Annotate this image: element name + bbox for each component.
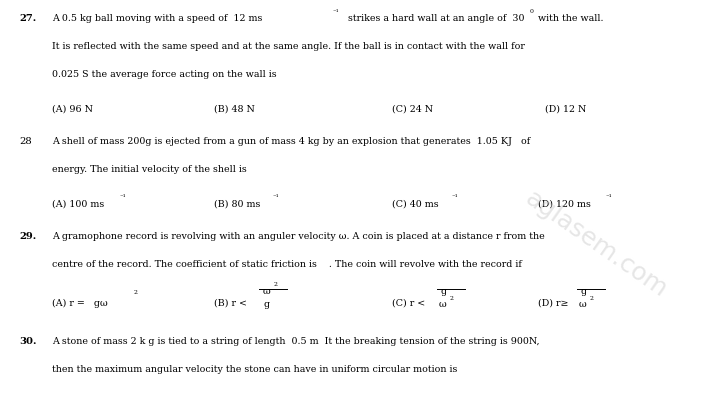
Text: ⁻¹: ⁻¹ (333, 9, 340, 17)
Text: ω: ω (439, 300, 447, 309)
Text: centre of the record. The coefficient of static friction is    . The coin will r: centre of the record. The coefficient of… (52, 260, 522, 269)
Text: 0.025 S the average force acting on the wall is: 0.025 S the average force acting on the … (52, 70, 277, 79)
Text: (A) 100 ms: (A) 100 ms (52, 199, 105, 208)
Text: (B) r <: (B) r < (214, 298, 247, 307)
Text: 2: 2 (134, 290, 138, 295)
Text: (D) r≥: (D) r≥ (538, 298, 569, 307)
Text: aglasem.com: aglasem.com (521, 187, 671, 303)
Text: g: g (441, 287, 446, 296)
Text: (A) 96 N: (A) 96 N (52, 104, 93, 113)
Text: g: g (580, 287, 586, 296)
Text: 27.: 27. (20, 13, 36, 23)
Text: A shell of mass 200g is ejected from a gun of mass 4 kg by an explosion that gen: A shell of mass 200g is ejected from a g… (52, 137, 531, 146)
Text: 30.: 30. (20, 337, 37, 346)
Text: ⁻¹: ⁻¹ (119, 194, 126, 202)
Text: (A) r =   gω: (A) r = gω (52, 298, 108, 308)
Text: 0: 0 (529, 9, 534, 13)
Text: strikes a hard wall at an angle of  30: strikes a hard wall at an angle of 30 (342, 13, 525, 23)
Text: 2: 2 (590, 297, 593, 301)
Text: 29.: 29. (20, 232, 36, 241)
Text: A 0.5 kg ball moving with a speed of  12 ms: A 0.5 kg ball moving with a speed of 12 … (52, 13, 262, 23)
Text: A gramophone record is revolving with an anguler velocity ω. A coin is placed at: A gramophone record is revolving with an… (52, 232, 545, 241)
Text: (D) 12 N: (D) 12 N (545, 104, 587, 113)
Text: ⁻¹: ⁻¹ (452, 194, 459, 202)
Text: ⁻¹: ⁻¹ (606, 194, 612, 202)
Text: 2: 2 (274, 282, 278, 287)
Text: (B) 48 N: (B) 48 N (214, 104, 254, 113)
Text: It is reflected with the same speed and at the same angle. If the ball is in con: It is reflected with the same speed and … (52, 42, 525, 51)
Text: (B) 80 ms: (B) 80 ms (214, 199, 260, 208)
Text: energy. The initial velocity of the shell is: energy. The initial velocity of the shel… (52, 165, 247, 174)
Text: (C) r <: (C) r < (392, 298, 425, 307)
Text: A stone of mass 2 k g is tied to a string of length  0.5 m  It the breaking tens: A stone of mass 2 k g is tied to a strin… (52, 337, 539, 346)
Text: ⁻¹: ⁻¹ (273, 194, 280, 202)
Text: ω: ω (262, 287, 270, 296)
Text: ω: ω (579, 300, 587, 309)
Text: g: g (264, 300, 270, 309)
Text: 28: 28 (20, 137, 32, 146)
Text: (C) 24 N: (C) 24 N (392, 104, 433, 113)
Text: (D) 120 ms: (D) 120 ms (538, 199, 591, 208)
Text: then the maximum angular velocity the stone can have in uniform circular motion : then the maximum angular velocity the st… (52, 365, 457, 374)
Text: with the wall.: with the wall. (535, 13, 603, 23)
Text: 2: 2 (450, 297, 454, 301)
Text: (C) 40 ms: (C) 40 ms (392, 199, 438, 208)
